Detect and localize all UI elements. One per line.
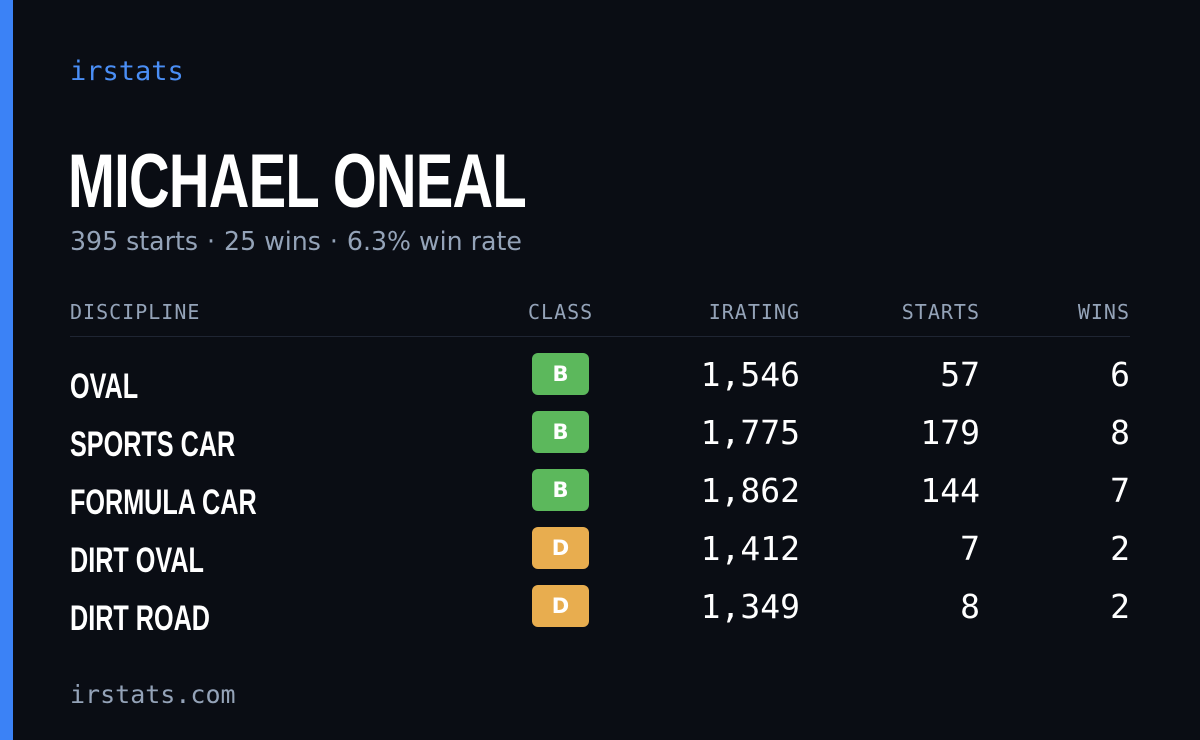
- row-discipline: FORMULA CAR: [70, 483, 257, 522]
- row-wins: 2: [1110, 587, 1130, 626]
- row-wins: 8: [1110, 413, 1130, 452]
- driver-name: MICHAEL ONEAL: [68, 139, 527, 224]
- table-header: DISCIPLINE CLASS IRATING STARTS WINS: [70, 298, 1130, 337]
- class-badge: B: [532, 469, 589, 511]
- row-starts: 144: [920, 471, 980, 510]
- row-irating: 1,546: [700, 355, 800, 394]
- header-wins: WINS: [1077, 300, 1130, 324]
- table-body: OVAL B 1,546 57 6 SPORTS CAR B 1,775 179…: [70, 353, 1130, 643]
- footer-url[interactable]: irstats.com: [70, 680, 236, 709]
- row-discipline: DIRT ROAD: [70, 599, 210, 638]
- row-irating: 1,349: [700, 587, 800, 626]
- accent-bar: [0, 0, 13, 740]
- summary-separator: ·: [329, 227, 338, 257]
- discipline-table: DISCIPLINE CLASS IRATING STARTS WINS OVA…: [70, 298, 1130, 643]
- row-wins: 7: [1110, 471, 1130, 510]
- header-class: CLASS: [528, 300, 594, 324]
- table-row: DIRT ROAD D 1,349 8 2: [70, 585, 1130, 643]
- row-discipline: OVAL: [70, 367, 139, 406]
- class-badge: B: [532, 411, 589, 453]
- summary-win-rate: 6.3% win rate: [346, 227, 522, 257]
- row-starts: 57: [940, 355, 980, 394]
- table-row: FORMULA CAR B 1,862 144 7: [70, 469, 1130, 527]
- row-starts: 7: [960, 529, 980, 568]
- table-row: OVAL B 1,546 57 6: [70, 353, 1130, 411]
- row-irating: 1,412: [700, 529, 800, 568]
- summary-starts: 395 starts: [70, 227, 199, 257]
- row-wins: 6: [1110, 355, 1130, 394]
- brand-logo[interactable]: irstats: [70, 56, 184, 87]
- table-row: SPORTS CAR B 1,775 179 8: [70, 411, 1130, 469]
- row-discipline: SPORTS CAR: [70, 425, 236, 464]
- header-starts: STARTS: [901, 300, 980, 324]
- row-irating: 1,862: [700, 471, 800, 510]
- class-badge: B: [532, 353, 589, 395]
- summary-separator: ·: [207, 227, 216, 257]
- row-irating: 1,775: [700, 413, 800, 452]
- header-discipline: DISCIPLINE: [70, 300, 201, 324]
- header-irating: IRATING: [708, 300, 800, 324]
- row-discipline: DIRT OVAL: [70, 541, 204, 580]
- class-badge: D: [532, 585, 589, 627]
- driver-summary: 395 starts · 25 wins · 6.3% win rate: [70, 227, 522, 257]
- row-starts: 179: [920, 413, 980, 452]
- summary-wins: 25 wins: [224, 227, 321, 257]
- row-starts: 8: [960, 587, 980, 626]
- table-row: DIRT OVAL D 1,412 7 2: [70, 527, 1130, 585]
- row-wins: 2: [1110, 529, 1130, 568]
- class-badge: D: [532, 527, 589, 569]
